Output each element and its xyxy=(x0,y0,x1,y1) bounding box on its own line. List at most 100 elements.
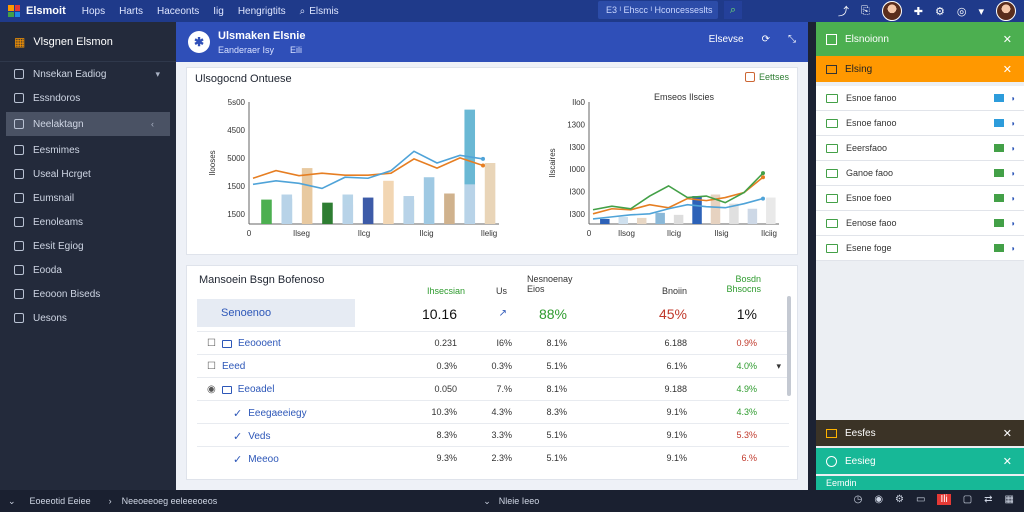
close-icon[interactable]: ✕ xyxy=(1002,455,1012,468)
table-row[interactable]: ✓ Meeoo 9.3% 2.3% 5.1% 9.1% 6.% xyxy=(197,446,789,469)
chart-bar xyxy=(710,194,721,224)
chart-bar xyxy=(747,208,758,224)
toggle-icon[interactable]: ◑ xyxy=(1010,219,1015,228)
panel-item[interactable]: Esene foge ◑ xyxy=(816,236,1024,261)
right-panel: Elsnoionn ✕ Elsing ✕ Esnoe fanoo ◑ Esnoe f… xyxy=(816,22,1024,490)
checkbox[interactable]: ◉ xyxy=(207,384,216,395)
summary-label: Senoenoo xyxy=(197,299,355,327)
sidebar-item[interactable]: Eesmimes xyxy=(0,138,176,162)
cell: 8.3% xyxy=(546,407,567,417)
bookmark-icon[interactable]: ⎘ xyxy=(860,4,870,17)
sidebar-item[interactable]: Eeooon Biseds xyxy=(0,282,176,306)
clock-icon[interactable]: ◷ xyxy=(853,494,863,505)
link-icon[interactable]: ⇄ xyxy=(984,494,993,505)
avatar[interactable] xyxy=(881,1,902,21)
sidebar-item[interactable]: Eumsnail xyxy=(0,186,176,210)
chart-left: Ilooses 5s00 4500 5000 1500 1500 0 Ilseg Ilcg Ilc… xyxy=(208,98,499,238)
close-icon[interactable]: ✕ xyxy=(1002,33,1012,46)
table-row[interactable]: ☐ Eeed 0.3% 0.3% 5.1% 6.1% 4.0% ▾ xyxy=(197,354,789,377)
chart-bar xyxy=(692,196,702,224)
cell: 5.1% xyxy=(546,361,567,371)
status-badge[interactable]: Ili xyxy=(937,494,951,505)
expand-icon[interactable]: ⤡ xyxy=(788,34,796,45)
top-search-input[interactable]: E3 ᴵ Ehscc ᴵ Hconcesseslts xyxy=(598,1,718,19)
column-header[interactable]: Nesnoenay Eios xyxy=(527,274,573,294)
close-icon[interactable]: ✕ xyxy=(1002,427,1012,440)
panel-item[interactable]: Eeersfaoo ◑ xyxy=(816,136,1024,161)
table-row[interactable]: ✓ Eeegaeeiegy 10.3% 4.3% 8.3% 9.1% 4.3% xyxy=(197,400,789,423)
table-row[interactable]: ✓ Veds 8.3% 3.3% 5.1% 9.1% 5.3% xyxy=(197,423,789,446)
sidebar-item[interactable]: Eenoleams xyxy=(0,210,176,234)
sidebar-item[interactable]: Nnsekan Eadiog ▾ xyxy=(0,62,176,86)
avatar[interactable] xyxy=(996,1,1016,21)
top-nav-item[interactable]: Haceonts xyxy=(157,5,200,17)
settings-icon[interactable]: ⚙ xyxy=(895,494,905,505)
top-bar: Elsmoit Hops Harts Haceonts Iig Hengrigt… xyxy=(0,0,1024,22)
refresh-icon[interactable]: ⟳ xyxy=(761,34,770,45)
toggle-icon[interactable]: ◑ xyxy=(1010,94,1015,103)
panel-item[interactable]: Esnoe fanoo ◑ xyxy=(816,111,1024,136)
chevron-down-icon[interactable]: ⌄ xyxy=(483,495,491,506)
window-icon[interactable]: ▭ xyxy=(916,494,926,505)
panel-item[interactable]: Ganoe faoo ◑ xyxy=(816,161,1024,186)
panel-section-header[interactable]: Elsing ✕ xyxy=(816,56,1024,82)
search-icon[interactable]: ⌕ xyxy=(724,1,742,19)
checkbox[interactable]: ☐ xyxy=(207,338,216,349)
row-caret-icon[interactable]: ▾ xyxy=(776,361,781,371)
column-header[interactable]: Bnoiin xyxy=(661,286,687,296)
panel-item[interactable]: Esnoe foeo ◑ xyxy=(816,186,1024,211)
menu-item-icon xyxy=(14,313,24,323)
sidebar-item[interactable]: Eesit Egiog xyxy=(0,234,176,258)
top-nav-item[interactable]: Iig xyxy=(213,5,224,17)
overview-settings-button[interactable]: Eettses xyxy=(744,72,789,82)
x-tick-label: Ilsog xyxy=(618,229,635,238)
panel-section-teal[interactable]: Eesieg ✕ xyxy=(816,448,1024,474)
item-icon xyxy=(826,243,838,253)
panel-item[interactable]: Eenose faoo ◑ xyxy=(816,211,1024,236)
toggle-icon[interactable]: ◑ xyxy=(1010,144,1015,153)
top-nav-item[interactable]: Harts xyxy=(119,5,143,17)
sidebar-item[interactable]: Uesons xyxy=(0,306,176,330)
toggle-icon[interactable]: ◑ xyxy=(1010,169,1015,178)
row-label: Veds xyxy=(248,431,271,442)
expand-icon[interactable]: ⌄ xyxy=(8,495,16,506)
sidebar-item[interactable]: Useal Hcrget xyxy=(0,162,176,186)
screen-icon[interactable]: ▢ xyxy=(962,494,973,505)
sidebar-item[interactable]: Neelaktagn ‹ xyxy=(6,112,170,136)
row-label: Eeegaeeiegy xyxy=(248,408,307,419)
top-nav-item[interactable]: ⌕ Elsmis xyxy=(299,5,339,17)
top-nav-item[interactable]: Hops xyxy=(81,5,106,17)
puzzle-icon[interactable]: ✚ xyxy=(913,5,923,18)
page-subtitle-2: Eili xyxy=(290,44,303,55)
panel-section-dark[interactable]: Eesfes ✕ xyxy=(816,420,1024,446)
tag-icon xyxy=(994,119,1004,127)
sidebar-item[interactable]: Eooda xyxy=(0,258,176,282)
toggle-icon[interactable]: ◑ xyxy=(1010,194,1015,203)
column-header[interactable]: Ihsecsian xyxy=(426,286,465,296)
cell: 5.1% xyxy=(546,430,567,440)
sidebar-item[interactable]: Essndoros xyxy=(0,86,176,110)
chevron-down-icon[interactable]: ▾ xyxy=(978,5,984,18)
header-action-button[interactable]: Elsevse xyxy=(708,34,744,45)
settings-icon[interactable]: ⚙ xyxy=(934,5,945,18)
toggle-icon[interactable]: ◑ xyxy=(1010,244,1015,253)
grid-icon[interactable]: ▦ xyxy=(1004,494,1014,505)
checkbox[interactable]: ☐ xyxy=(207,361,216,372)
table-row[interactable]: ☐ Eeoooent 0.231 I6% 8.1% 6.188 0.9% xyxy=(197,331,789,354)
chart-bar xyxy=(673,214,684,224)
panel-item[interactable]: Esnoe fanoo ◑ xyxy=(816,86,1024,111)
chart-bar xyxy=(301,168,313,224)
menu-item-icon xyxy=(14,265,24,275)
panel-section-teal-2[interactable]: Eemdin xyxy=(816,476,1024,490)
share-icon[interactable]: ⤴ xyxy=(837,6,849,18)
toggle-icon[interactable]: ◑ xyxy=(1010,119,1015,128)
column-header[interactable]: Us xyxy=(496,286,507,296)
column-header[interactable]: Bosdn Bhsocns xyxy=(726,274,761,294)
x-tick-label: 0 xyxy=(587,229,592,238)
top-nav-item[interactable]: Hengrigtits xyxy=(237,5,286,17)
globe-icon[interactable]: ◎ xyxy=(956,5,967,18)
camera-icon[interactable]: ◉ xyxy=(874,494,884,505)
table-row[interactable]: ◉ Eeoadel 0.050 7.% 8.1% 9.188 4.9% xyxy=(197,377,789,400)
vertical-scrollbar[interactable] xyxy=(787,296,791,396)
close-icon[interactable]: ✕ xyxy=(1002,63,1012,76)
